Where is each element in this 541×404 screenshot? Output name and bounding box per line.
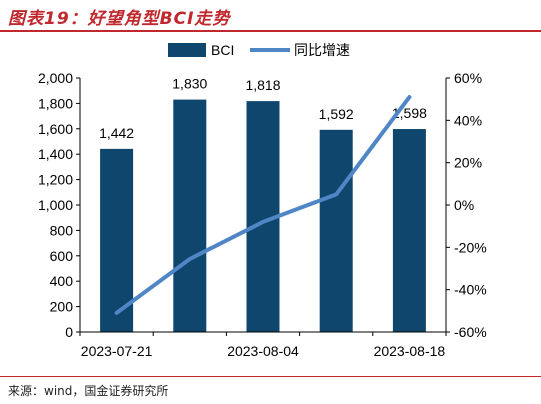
right-tick-label: -40% bbox=[454, 282, 487, 298]
left-tick-label: 0 bbox=[65, 324, 73, 340]
left-tick-label: 1,600 bbox=[38, 121, 73, 137]
left-tick-label: 400 bbox=[50, 273, 74, 289]
x-axis: 2023-07-21 2023-08-04 2023-08-18 bbox=[79, 331, 447, 359]
bar-value-label: 1,592 bbox=[319, 106, 354, 122]
x-tick-label: 2023-08-04 bbox=[227, 343, 299, 359]
left-tick-label: 800 bbox=[50, 222, 74, 238]
legend-label-bci: BCI bbox=[211, 42, 234, 58]
bar-value-label: 1,442 bbox=[99, 125, 134, 141]
chart-title: 图表19：好望角型BCI走势 bbox=[8, 9, 231, 29]
bar-2023-08-18 bbox=[392, 129, 426, 332]
bar-series-bci bbox=[100, 99, 426, 332]
title-divider bbox=[0, 30, 541, 32]
line-series-yoy bbox=[114, 95, 412, 315]
x-tick-label: 2023-07-21 bbox=[81, 343, 153, 359]
left-tick-label: 1,000 bbox=[38, 197, 73, 213]
right-tick-label: 20% bbox=[454, 155, 482, 171]
right-y-axis: -60% -40% -20% 0% 20% 40% 60% bbox=[445, 70, 487, 340]
bar-value-label: 1,830 bbox=[172, 76, 207, 92]
bar-2023-08-11 bbox=[319, 129, 353, 332]
bar-value-label: 1,818 bbox=[245, 77, 280, 93]
left-tick-label: 600 bbox=[50, 248, 74, 264]
left-tick-label: 1,800 bbox=[38, 95, 73, 111]
left-tick-label: 2,000 bbox=[38, 70, 73, 86]
bar-2023-07-28 bbox=[173, 99, 207, 332]
left-y-axis: 0 200 400 600 800 1,000 1,200 1,400 1,600 1,800 2,… bbox=[38, 70, 81, 340]
right-tick-label: 60% bbox=[454, 70, 482, 86]
left-tick-label: 1,200 bbox=[38, 172, 73, 188]
footer-divider bbox=[0, 376, 541, 377]
legend-swatch-bci bbox=[168, 43, 206, 57]
bar-2023-07-21 bbox=[100, 148, 134, 332]
legend-label-yoy: 同比增速 bbox=[294, 42, 350, 58]
right-tick-label: -20% bbox=[454, 239, 487, 255]
source-note: 来源：wind，国金证券研究所 bbox=[8, 384, 169, 398]
yoy-growth-line bbox=[114, 95, 412, 315]
right-tick-label: 40% bbox=[454, 112, 482, 128]
right-tick-label: -60% bbox=[454, 324, 487, 340]
left-tick-label: 200 bbox=[50, 299, 74, 315]
chart-legend: BCI 同比增速 bbox=[168, 42, 350, 58]
right-tick-label: 0% bbox=[454, 197, 474, 213]
x-tick-label: 2023-08-18 bbox=[374, 343, 446, 359]
bci-chart: BCI 同比增速 0 200 400 600 800 1,000 1,200 1,400 1,60… bbox=[38, 42, 487, 359]
left-tick-label: 1,400 bbox=[38, 146, 73, 162]
